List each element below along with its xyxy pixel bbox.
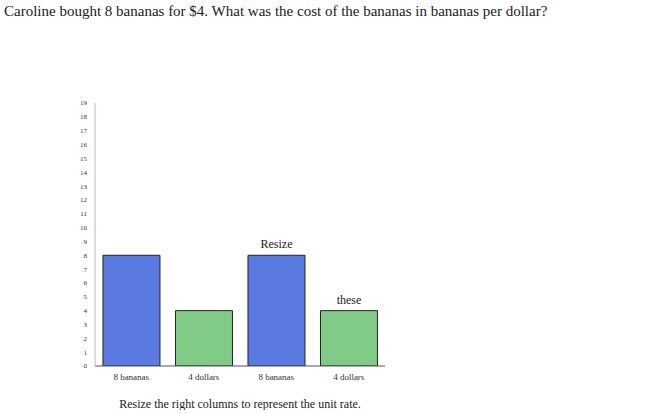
svg-text:7: 7: [84, 266, 88, 274]
svg-text:4 dollars: 4 dollars: [333, 372, 365, 382]
svg-text:18: 18: [80, 113, 88, 121]
svg-text:5: 5: [84, 293, 88, 301]
svg-text:10: 10: [80, 224, 88, 232]
svg-text:0: 0: [84, 362, 88, 370]
svg-text:8 bananas: 8 bananas: [258, 372, 294, 382]
svg-text:9: 9: [84, 238, 88, 246]
svg-text:8: 8: [84, 252, 88, 260]
svg-text:12: 12: [80, 196, 88, 204]
svg-text:17: 17: [80, 127, 88, 135]
svg-text:19: 19: [80, 99, 88, 107]
svg-text:Resize: Resize: [260, 237, 292, 251]
svg-text:4 dollars: 4 dollars: [188, 372, 220, 382]
svg-text:Resize the right columns to re: Resize the right columns to represent th…: [119, 397, 361, 410]
svg-text:6: 6: [84, 279, 88, 287]
html-text:Caroline bought 8 bananas for: Caroline bought 8 bananas for $4. What w…: [4, 3, 548, 19]
svg-text:11: 11: [80, 210, 87, 218]
svg-text:2: 2: [84, 335, 88, 343]
svg-text:8 bananas: 8 bananas: [113, 372, 149, 382]
svg-text:1: 1: [84, 349, 88, 357]
svg-text:13: 13: [80, 183, 88, 191]
svg-text:15: 15: [80, 155, 88, 163]
svg-text:3: 3: [84, 321, 88, 329]
svg-text:14: 14: [80, 169, 88, 177]
svg-text:4: 4: [84, 307, 88, 315]
svg-text:16: 16: [80, 141, 88, 149]
svg-text:these: these: [337, 293, 362, 307]
